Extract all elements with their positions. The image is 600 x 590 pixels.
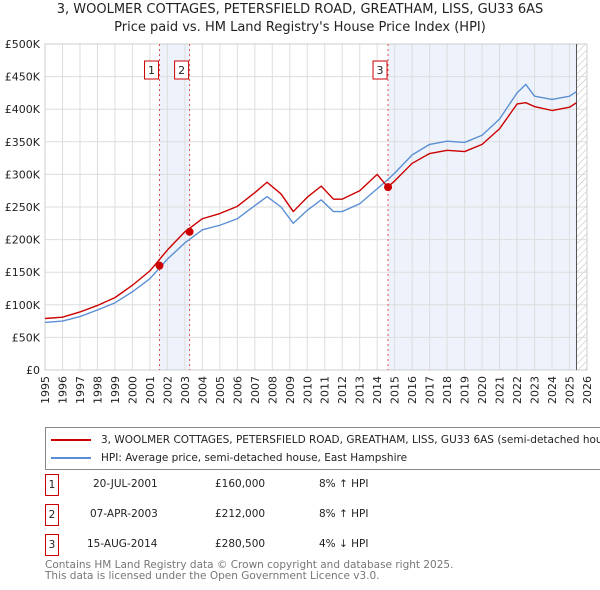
y-tick-label: £250K: [5, 201, 41, 214]
x-tick-label: 2006: [231, 376, 244, 404]
sale-price: £280,500: [215, 538, 266, 550]
x-tick-label: 2004: [196, 376, 209, 404]
sale-label-box: [372, 60, 388, 80]
x-tick-label: 2001: [144, 376, 157, 404]
x-tick-label: 2011: [319, 376, 332, 404]
x-tick-label: 2012: [336, 376, 349, 404]
x-tick-label: 2013: [354, 376, 367, 404]
y-tick-label: £450K: [5, 71, 41, 84]
x-tick-label: 2020: [476, 376, 489, 404]
sale-date: 07-APR-2003: [90, 508, 158, 520]
x-tick-label: 2014: [371, 376, 384, 404]
sale-hpi: 4% ↓ HPI: [319, 538, 369, 550]
x-tick-label: 2005: [214, 376, 227, 404]
sale-marker: 2: [45, 504, 59, 526]
sale-point: [384, 183, 393, 192]
y-tick-label: £100K: [5, 299, 41, 312]
x-tick-label: 2016: [406, 376, 419, 404]
sale-hpi: 8% ↑ HPI: [319, 508, 369, 520]
sale-date: 15-AUG-2014: [87, 538, 158, 550]
x-tick-label: 1995: [39, 376, 52, 404]
y-tick-label: £200K: [5, 234, 41, 247]
legend-swatch-hpi: [51, 457, 91, 459]
legend-label-property: 3, WOOLMER COTTAGES, PETERSFIELD ROAD, G…: [101, 434, 600, 446]
chart-title: 3, WOOLMER COTTAGES, PETERSFIELD ROAD, G…: [56, 2, 544, 17]
x-tick-label: 1998: [91, 376, 104, 404]
x-tick-label: 2025: [564, 376, 577, 404]
y-tick-label: £0: [26, 364, 40, 377]
series-line: [44, 101, 577, 320]
x-tick-label: 2021: [494, 376, 507, 404]
y-tick-label: £50K: [12, 331, 41, 344]
sale-price: £212,000: [215, 508, 266, 520]
y-tick-label: £350K: [5, 136, 41, 149]
sale-marker: 1: [45, 474, 59, 496]
sale-marker: 3: [45, 534, 59, 556]
plot-border: [44, 43, 588, 371]
x-tick-label: 2019: [459, 376, 472, 404]
x-tick-label: 1997: [74, 376, 87, 404]
x-tick-label: 2026: [581, 376, 594, 404]
series-line: [44, 83, 577, 324]
sale-hpi: 8% ↑ HPI: [319, 478, 369, 490]
footer-text: Contains HM Land Registry data © Crown c…: [45, 560, 453, 582]
x-tick-label: 2024: [546, 376, 559, 404]
footer-line: Contains HM Land Registry data © Crown c…: [45, 559, 454, 571]
y-tick-label: £300K: [5, 168, 41, 181]
x-tick-label: 1999: [109, 376, 122, 404]
x-tick-label: 2018: [441, 376, 454, 404]
footer-line: This data is licensed under the Open Gov…: [45, 570, 380, 582]
sale-label: 1: [148, 64, 155, 77]
sale-label-box: [144, 60, 160, 80]
plot-area: 1995 1996 1997 1998 1999 2000 2001 2002 2003 2004…: [5, 38, 594, 404]
x-tick-label: 1996: [56, 376, 69, 404]
y-tick-label: £150K: [5, 266, 41, 279]
x-tick-label: 2002: [161, 376, 174, 404]
x-tick-label: 2010: [301, 376, 314, 404]
sale-price: £160,000: [215, 478, 266, 490]
x-tick-label: 2009: [284, 376, 297, 404]
x-tick-label: 2017: [424, 376, 437, 404]
table-row: 2 07-APR-2003 £212,000 8% ↑ HPI: [45, 504, 545, 526]
table-row: 3 15-AUG-2014 £280,500 4% ↓ HPI: [45, 534, 545, 556]
y-tick-label: £500K: [5, 38, 41, 51]
x-tick-label: 2022: [511, 376, 524, 404]
legend-label-hpi: HPI: Average price, semi-detached house,…: [101, 452, 408, 464]
sale-point: [155, 261, 164, 270]
x-tick-label: 2007: [249, 376, 262, 404]
legend-swatch-property: [51, 439, 91, 441]
x-tick-label: 2008: [266, 376, 279, 404]
sale-date: 20-JUL-2001: [93, 478, 158, 490]
table-row: 1 20-JUL-2001 £160,000 8% ↑ HPI: [45, 474, 545, 496]
sale-point: [185, 227, 194, 236]
x-tick-label: 2000: [126, 376, 139, 404]
sale-label: 3: [377, 64, 384, 77]
sale-label: 2: [178, 64, 185, 77]
x-tick-label: 2003: [179, 376, 192, 404]
y-tick-label: £400K: [5, 103, 41, 116]
x-tick-label: 2015: [389, 376, 402, 404]
chart-subtitle: Price paid vs. HM Land Registry's House …: [114, 20, 486, 35]
legend: 3, WOOLMER COTTAGES, PETERSFIELD ROAD, G…: [45, 427, 600, 470]
sale-label-box: [174, 60, 190, 80]
x-tick-label: 2023: [529, 376, 542, 404]
